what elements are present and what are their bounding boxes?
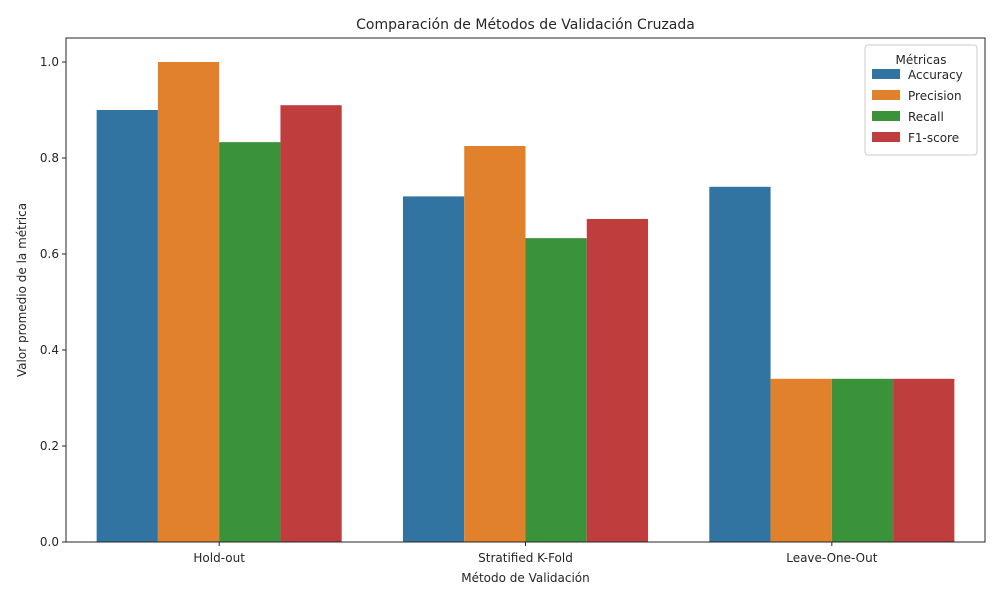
y-tick-label: 0.6 xyxy=(40,247,59,261)
legend-title: Métricas xyxy=(896,53,947,67)
x-tick-label: Hold-out xyxy=(193,551,245,565)
y-tick-label: 1.0 xyxy=(40,55,59,69)
legend-label: Recall xyxy=(908,110,944,124)
legend-swatch xyxy=(872,90,900,100)
legend-label: F1-score xyxy=(908,131,959,145)
y-tick-label: 0.2 xyxy=(40,439,59,453)
legend-swatch xyxy=(872,132,900,142)
bar-precision-2 xyxy=(770,378,832,542)
plot-frame xyxy=(65,37,986,543)
x-axis: Hold-out Stratified K-Fold Leave-One-Out xyxy=(193,542,878,565)
bars-layer xyxy=(96,62,955,543)
x-axis-label: Método de Validación xyxy=(461,571,590,585)
legend-swatch xyxy=(872,111,900,121)
bar-recall-0 xyxy=(219,142,281,542)
bar-precision-0 xyxy=(157,62,220,542)
y-axis-label: Valor promedio de la métrica xyxy=(15,203,29,377)
y-tick-label: 0.4 xyxy=(40,343,59,357)
bar-precision-1 xyxy=(464,146,526,542)
legend-label: Precision xyxy=(908,89,962,103)
bar-recall-1 xyxy=(525,238,587,542)
bar-f1-score-1 xyxy=(586,218,649,542)
bar-accuracy-1 xyxy=(402,196,465,542)
bar-recall-2 xyxy=(831,378,894,542)
bar-accuracy-2 xyxy=(709,186,771,543)
y-tick-label: 0.8 xyxy=(40,151,59,165)
x-tick-label: Leave-One-Out xyxy=(786,551,878,565)
chart-title: Comparación de Métodos de Validación Cru… xyxy=(356,17,695,33)
bar-accuracy-0 xyxy=(96,110,158,542)
y-tick-label: 0.0 xyxy=(40,535,59,549)
y-axis: 0.0 0.2 0.4 0.6 0.8 1.0 xyxy=(40,55,66,549)
bar-f1-score-0 xyxy=(280,105,342,542)
bar-f1-score-2 xyxy=(893,378,955,542)
x-tick-label: Stratified K-Fold xyxy=(478,551,573,565)
legend-label: Accuracy xyxy=(908,68,963,82)
legend-swatch xyxy=(872,69,900,79)
